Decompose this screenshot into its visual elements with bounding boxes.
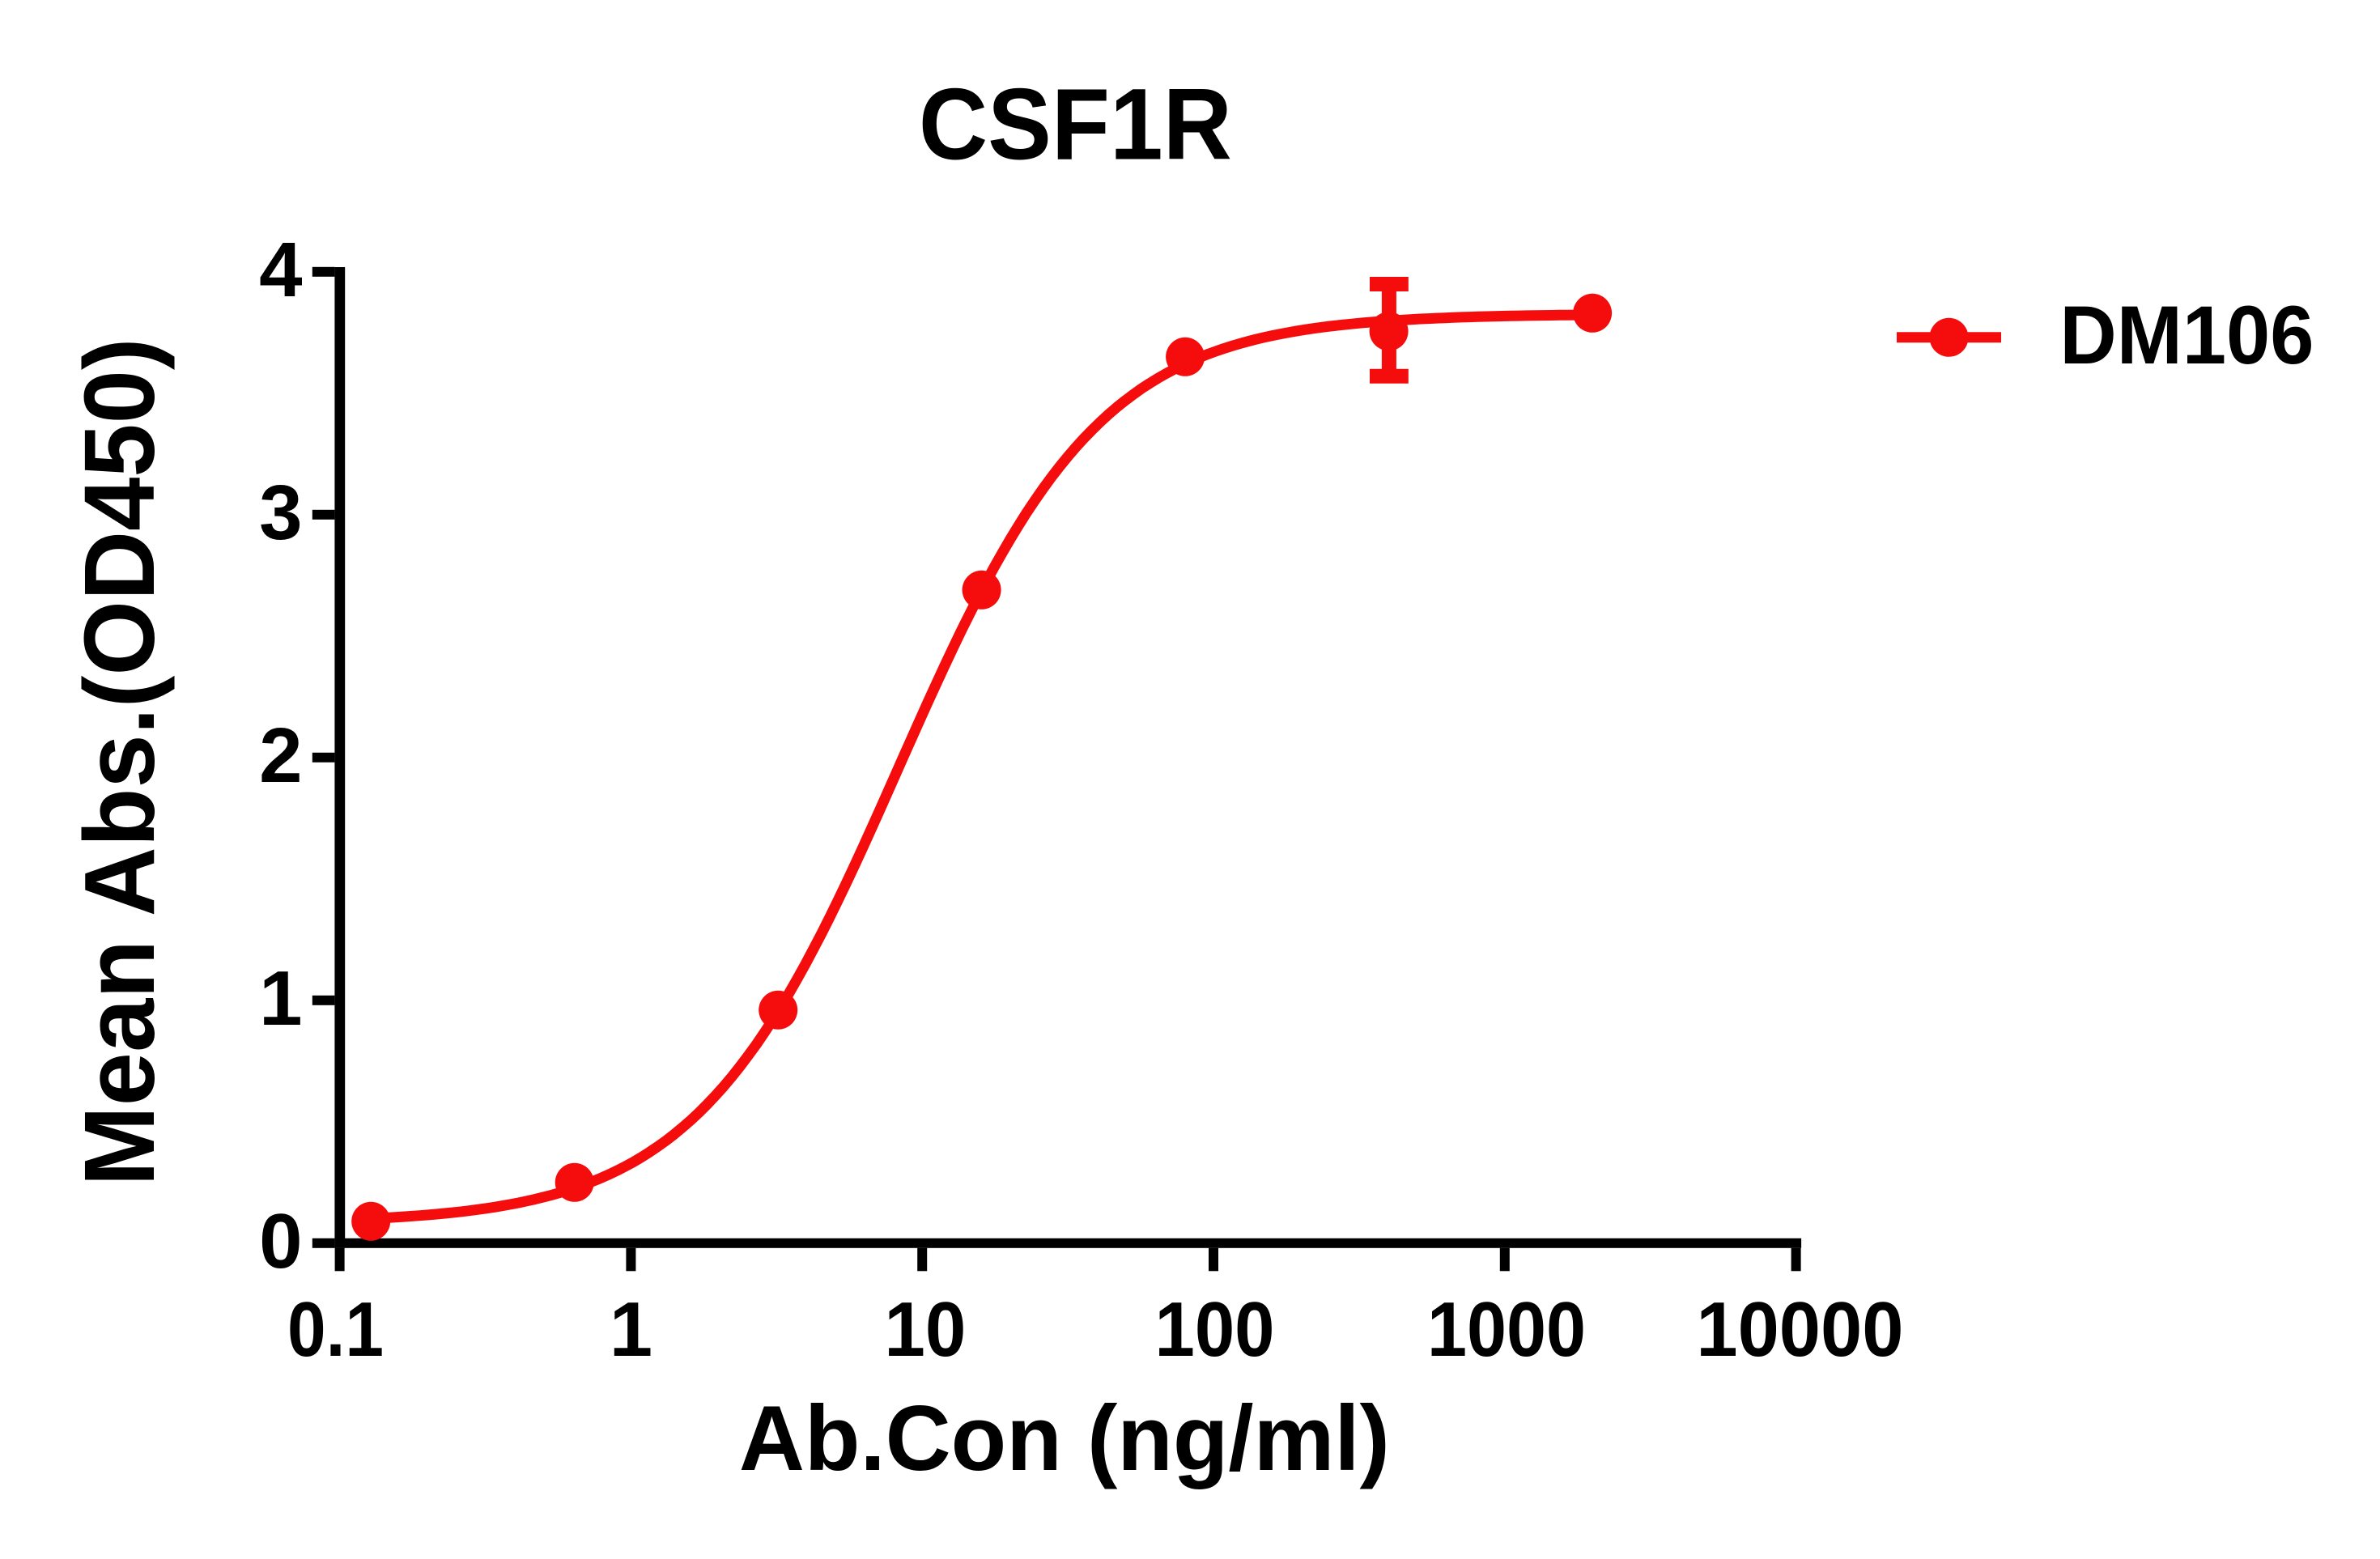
svg-text:Ab.Con (ng/ml): Ab.Con (ng/ml) (739, 1387, 1390, 1490)
svg-text:Mean Abs.(OD450): Mean Abs.(OD450) (65, 338, 176, 1187)
svg-text:3: 3 (259, 469, 302, 556)
svg-text:100: 100 (1155, 1286, 1275, 1373)
svg-text:CSF1R: CSF1R (919, 69, 1232, 181)
svg-text:4: 4 (259, 227, 302, 313)
svg-text:1: 1 (259, 955, 302, 1042)
svg-text:2: 2 (259, 712, 302, 799)
svg-text:0.1: 0.1 (287, 1286, 384, 1373)
svg-text:1000: 1000 (1427, 1286, 1586, 1373)
svg-text:0: 0 (259, 1198, 302, 1285)
svg-text:DM106: DM106 (2059, 289, 2314, 381)
svg-text:10000: 10000 (1696, 1286, 1903, 1373)
svg-text:1: 1 (610, 1286, 652, 1373)
svg-text:10: 10 (884, 1286, 966, 1373)
